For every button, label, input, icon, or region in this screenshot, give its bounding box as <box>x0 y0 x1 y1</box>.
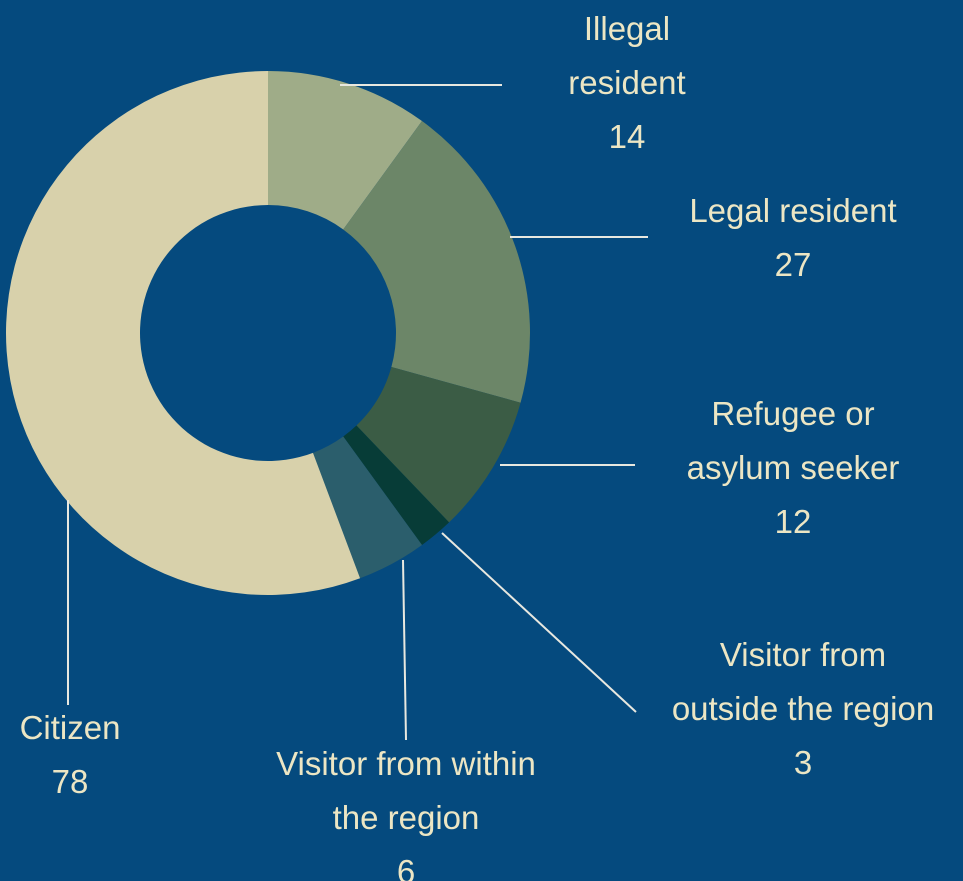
slice-name-line: Visitor from within <box>276 745 536 782</box>
slice-name-line: Illegal <box>584 10 670 47</box>
data-label-visitor-from-outside-the-region: Visitor from outside the region 3 <box>672 636 934 781</box>
donut-slices <box>5 71 530 595</box>
slice-citizen <box>5 71 361 595</box>
slice-name-line: Refugee or <box>711 395 874 432</box>
slice-illegal-resident <box>268 71 422 230</box>
slice-name-line: asylum seeker <box>687 449 900 486</box>
slice-name-line: resident <box>568 64 685 101</box>
slice-name-line: Legal resident <box>689 192 896 229</box>
slice-name-line: the region <box>333 799 480 836</box>
slice-name-line: Citizen <box>20 709 121 746</box>
data-label-visitor-from-within-the-region: Visitor from within the region 6 <box>276 745 536 881</box>
data-label-legal-resident: Legal resident 27 <box>689 192 896 283</box>
slice-value: 6 <box>397 853 415 881</box>
data-label-refugee-or-asylum-seeker: Refugee or asylum seeker 12 <box>687 395 900 540</box>
slice-value: 3 <box>794 744 812 781</box>
slice-visitor-from-outside-the-region <box>343 425 450 545</box>
slice-value: 27 <box>775 246 812 283</box>
slice-value: 12 <box>775 503 812 540</box>
slice-name-line: outside the region <box>672 690 934 727</box>
slice-value: 14 <box>609 118 646 155</box>
slice-name-line: Visitor from <box>720 636 886 673</box>
leader-line-visitor-from-outside-the-region <box>441 532 637 713</box>
leader-line-visitor-from-within-the-region <box>402 559 407 741</box>
data-label-illegal-resident: Illegal resident 14 <box>568 10 685 155</box>
data-label-citizen: Citizen 78 <box>20 709 121 800</box>
slice-legal-resident <box>343 121 530 403</box>
slice-refugee-or-asylum-seeker <box>356 367 521 523</box>
slice-visitor-from-within-the-region <box>312 436 422 579</box>
slice-value: 78 <box>52 763 89 800</box>
